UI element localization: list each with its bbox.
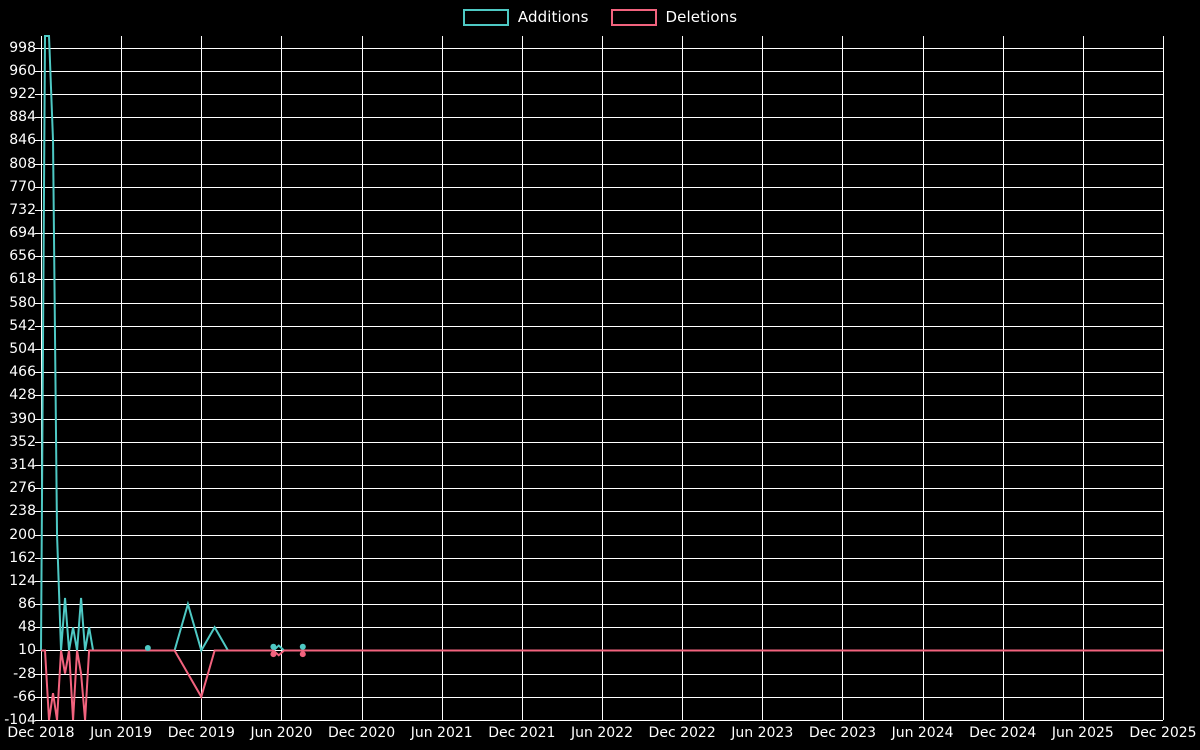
- legend-swatch-additions-icon: [462, 9, 509, 26]
- y-axis-tick-label: 238: [9, 503, 36, 520]
- y-axis-tick-label: 770: [9, 178, 36, 195]
- y-axis-tick-label: 732: [9, 201, 36, 218]
- y-axis-tick-label: 922: [9, 85, 36, 102]
- gridline-vertical: [682, 36, 684, 720]
- gridline-vertical: [521, 36, 523, 720]
- series-line-deletions: [41, 649, 1163, 721]
- y-axis-tick-label: 352: [9, 433, 36, 450]
- y-axis-tick-label: 960: [9, 62, 36, 79]
- gridline-vertical: [842, 36, 844, 720]
- y-axis-tick-label: 504: [9, 341, 36, 358]
- gridline-vertical: [922, 36, 924, 720]
- x-axis-tick-label: Jun 2019: [90, 725, 153, 741]
- legend-label-deletions: Deletions: [665, 8, 738, 26]
- gridline-horizontal: [41, 720, 1163, 721]
- x-axis-tick-label: Dec 2021: [488, 725, 556, 741]
- y-axis-tick-label: 200: [9, 526, 36, 543]
- x-axis-tick-label: Jun 2024: [891, 725, 954, 741]
- gridline-vertical: [1082, 36, 1084, 720]
- y-axis-tick-label: 48: [18, 619, 36, 636]
- series-line-additions: [40, 35, 1163, 653]
- legend-label-additions: Additions: [517, 8, 589, 26]
- x-axis-tick-label: Jun 2021: [410, 725, 473, 741]
- data-point-marker: [270, 643, 277, 650]
- y-axis-tick-label: 314: [9, 456, 36, 473]
- y-axis-tick-label: 428: [9, 387, 36, 404]
- y-axis-tick-label: -66: [13, 688, 36, 705]
- y-axis-tick-label: 10: [18, 642, 36, 659]
- x-axis-tick-label: Dec 2019: [167, 725, 235, 741]
- legend-swatch-deletions-icon: [610, 9, 657, 26]
- y-axis-tick-label: 656: [9, 248, 36, 265]
- y-axis-tick-label: 276: [9, 480, 36, 497]
- y-axis-tick-label: 542: [9, 317, 36, 334]
- x-axis-tick-label: Dec 2024: [969, 725, 1037, 741]
- x-axis-tick-label: Jun 2023: [731, 725, 794, 741]
- gridline-vertical: [121, 36, 123, 720]
- x-axis-tick-label: Dec 2025: [1129, 725, 1197, 741]
- x-axis-tick-label: Dec 2023: [808, 725, 877, 741]
- y-axis-tick-label: 124: [9, 572, 36, 589]
- gridline-vertical: [361, 36, 363, 720]
- gridline-vertical: [201, 36, 203, 720]
- gridline-vertical: [1002, 36, 1004, 720]
- x-axis-tick-label: Dec 2018: [7, 725, 75, 741]
- legend-item-deletions[interactable]: Deletions: [610, 8, 738, 26]
- y-axis-tick-label: 466: [9, 364, 36, 381]
- gridline-vertical: [602, 36, 603, 720]
- chart-legend: Additions Deletions: [0, 0, 1200, 35]
- y-axis-tick-label: 390: [9, 410, 36, 427]
- legend-item-additions[interactable]: Additions: [462, 8, 589, 26]
- x-axis-tick-label: Jun 2020: [250, 725, 313, 741]
- gridline-vertical: [762, 36, 764, 720]
- y-axis-tick-label: -28: [13, 665, 36, 682]
- y-axis-tick-label: 86: [18, 596, 36, 613]
- data-point-marker: [299, 651, 306, 658]
- gridline-vertical: [41, 36, 42, 720]
- plot-area: [40, 35, 1164, 721]
- x-axis-tick-label: Dec 2022: [648, 725, 716, 741]
- x-axis-tick-label: Dec 2020: [327, 725, 396, 741]
- data-point-marker: [144, 645, 151, 651]
- y-axis-tick-label: 998: [9, 39, 36, 56]
- y-axis-tick-label: 580: [9, 294, 36, 311]
- y-axis-tick-label: 846: [9, 132, 36, 149]
- x-axis-tick-label: Jun 2022: [571, 725, 633, 741]
- y-axis-tick-label: 162: [9, 549, 36, 566]
- data-point-marker: [270, 651, 277, 658]
- gridline-vertical: [441, 36, 443, 720]
- series-lines: [40, 35, 1163, 721]
- gridline-vertical: [281, 36, 283, 720]
- y-axis-tick-label: 694: [9, 225, 36, 242]
- y-axis-tick-label: 884: [9, 109, 36, 126]
- data-point-marker: [299, 643, 306, 650]
- y-axis-tick-label: 808: [9, 155, 36, 172]
- x-axis-tick-label: Jun 2025: [1051, 725, 1114, 741]
- gridline-vertical: [1163, 36, 1164, 720]
- y-axis-tick-label: 618: [9, 271, 36, 288]
